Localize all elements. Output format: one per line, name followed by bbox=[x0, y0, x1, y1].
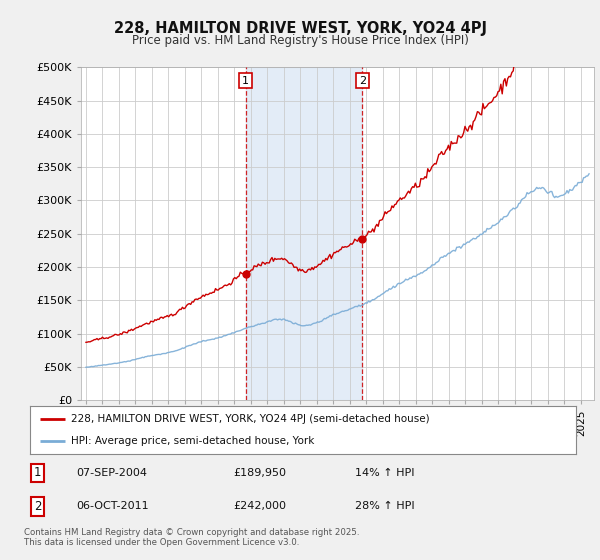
Text: 1: 1 bbox=[242, 76, 249, 86]
Text: £189,950: £189,950 bbox=[234, 468, 287, 478]
Text: 28% ↑ HPI: 28% ↑ HPI bbox=[355, 501, 415, 511]
Text: 2: 2 bbox=[34, 500, 41, 513]
Text: HPI: Average price, semi-detached house, York: HPI: Average price, semi-detached house,… bbox=[71, 436, 314, 446]
Text: 228, HAMILTON DRIVE WEST, YORK, YO24 4PJ: 228, HAMILTON DRIVE WEST, YORK, YO24 4PJ bbox=[113, 21, 487, 36]
Text: 14% ↑ HPI: 14% ↑ HPI bbox=[355, 468, 415, 478]
Text: Contains HM Land Registry data © Crown copyright and database right 2025.
This d: Contains HM Land Registry data © Crown c… bbox=[24, 528, 359, 547]
Text: 1: 1 bbox=[34, 466, 41, 479]
Text: 07-SEP-2004: 07-SEP-2004 bbox=[76, 468, 148, 478]
Text: Price paid vs. HM Land Registry's House Price Index (HPI): Price paid vs. HM Land Registry's House … bbox=[131, 34, 469, 46]
Text: 06-OCT-2011: 06-OCT-2011 bbox=[76, 501, 149, 511]
Text: £242,000: £242,000 bbox=[234, 501, 287, 511]
Text: 2: 2 bbox=[359, 76, 366, 86]
Bar bbox=[245, 67, 362, 400]
Text: 228, HAMILTON DRIVE WEST, YORK, YO24 4PJ (semi-detached house): 228, HAMILTON DRIVE WEST, YORK, YO24 4PJ… bbox=[71, 414, 430, 424]
